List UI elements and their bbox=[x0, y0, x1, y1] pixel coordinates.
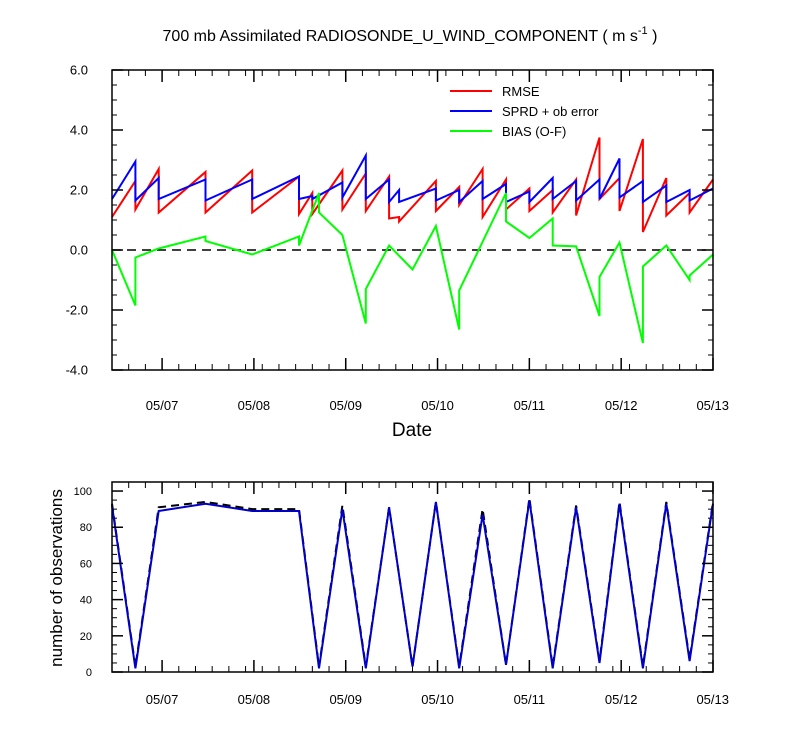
bot-xtick-label: 05/09 bbox=[329, 692, 362, 707]
top-ytick-label: 4.0 bbox=[70, 123, 88, 138]
top-xtick-label: 05/09 bbox=[329, 398, 362, 413]
top-ytick-label: 2.0 bbox=[70, 183, 88, 198]
bot-xtick-label: 05/11 bbox=[514, 692, 546, 707]
top-plot-frame bbox=[111, 69, 714, 371]
top-ytick-label: 0.0 bbox=[70, 243, 88, 258]
bot-xtick-label: 05/10 bbox=[421, 692, 454, 707]
top-x-ticks: 05/07 05/08 05/09 05/10 05/11 05/12 05/13 bbox=[146, 70, 729, 413]
chart-title-close: ) bbox=[648, 28, 658, 45]
legend-label-rmse: RMSE bbox=[502, 84, 540, 99]
top-xtick-label: 05/11 bbox=[514, 398, 546, 413]
bottom-y-ticks: 0 20 40 60 80 100 bbox=[74, 486, 713, 679]
legend-label-bias-o-f: BIAS (O-F) bbox=[502, 124, 566, 139]
top-y-ticks: -4.0 -2.0 0.0 2.0 4.0 6.0 bbox=[66, 63, 713, 378]
top-x-axis-label: Date bbox=[392, 420, 432, 441]
series-sprd-ob-error-line bbox=[111, 151, 714, 205]
legend-label-sprd-ob-error: SPRD + ob error bbox=[502, 104, 599, 119]
bottom-x-ticks: 05/07 05/08 05/09 05/10 05/11 05/12 05/13 bbox=[146, 482, 729, 707]
series-bias-o-f-line bbox=[111, 192, 714, 344]
bot-ytick-label: 80 bbox=[80, 522, 92, 534]
chart-title: 700 mb Assimilated RADIOSONDE_U_WIND_COM… bbox=[163, 25, 658, 45]
top-minor-ticks bbox=[111, 70, 714, 370]
chart-title-superscript: -1 bbox=[638, 25, 648, 37]
bottom-minor-ticks bbox=[111, 481, 714, 672]
top-xtick-label: 05/07 bbox=[146, 398, 179, 413]
top-xtick-label: 05/12 bbox=[605, 398, 638, 413]
bot-ytick-label: 20 bbox=[80, 631, 92, 643]
top-xtick-label: 05/13 bbox=[696, 398, 729, 413]
series-rmse-line bbox=[111, 137, 714, 233]
bot-xtick-label: 05/12 bbox=[605, 692, 638, 707]
bot-xtick-label: 05/07 bbox=[146, 692, 179, 707]
bot-xtick-label: 05/13 bbox=[696, 692, 729, 707]
bot-ytick-label: 60 bbox=[80, 558, 92, 570]
bot-xtick-label: 05/08 bbox=[238, 692, 271, 707]
bottom-plot-frame bbox=[111, 481, 714, 673]
bot-ytick-label: 0 bbox=[86, 667, 92, 679]
bot-ytick-label: 40 bbox=[80, 595, 92, 607]
bottom-y-axis-label: number of observations bbox=[47, 489, 66, 667]
legend: RMSE SPRD + ob error BIAS (O-F) bbox=[450, 84, 599, 139]
top-ytick-label: -4.0 bbox=[66, 363, 88, 378]
top-xtick-label: 05/08 bbox=[238, 398, 271, 413]
top-panel: -4.0 -2.0 0.0 2.0 4.0 6.0 05/07 05/08 05/09 05/1… bbox=[66, 63, 729, 441]
top-xtick-label: 05/10 bbox=[421, 398, 454, 413]
top-ytick-label: 6.0 bbox=[70, 63, 88, 78]
top-ytick-label: -2.0 bbox=[66, 303, 88, 318]
top-series-group bbox=[111, 137, 714, 344]
series-observations-used-line bbox=[111, 499, 714, 669]
chart-title-main: 700 mb Assimilated RADIOSONDE_U_WIND_COM… bbox=[163, 28, 638, 45]
bottom-series-group bbox=[111, 498, 714, 669]
bot-ytick-label: 100 bbox=[74, 486, 92, 498]
